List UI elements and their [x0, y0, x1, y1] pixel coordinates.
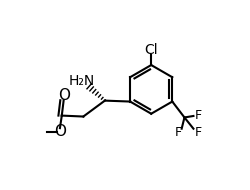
Text: H₂N: H₂N	[69, 74, 95, 88]
Text: O: O	[54, 124, 66, 139]
Text: F: F	[175, 126, 182, 139]
Text: Cl: Cl	[144, 43, 158, 56]
Text: F: F	[195, 109, 202, 123]
Text: F: F	[195, 126, 202, 139]
Text: O: O	[58, 88, 70, 102]
